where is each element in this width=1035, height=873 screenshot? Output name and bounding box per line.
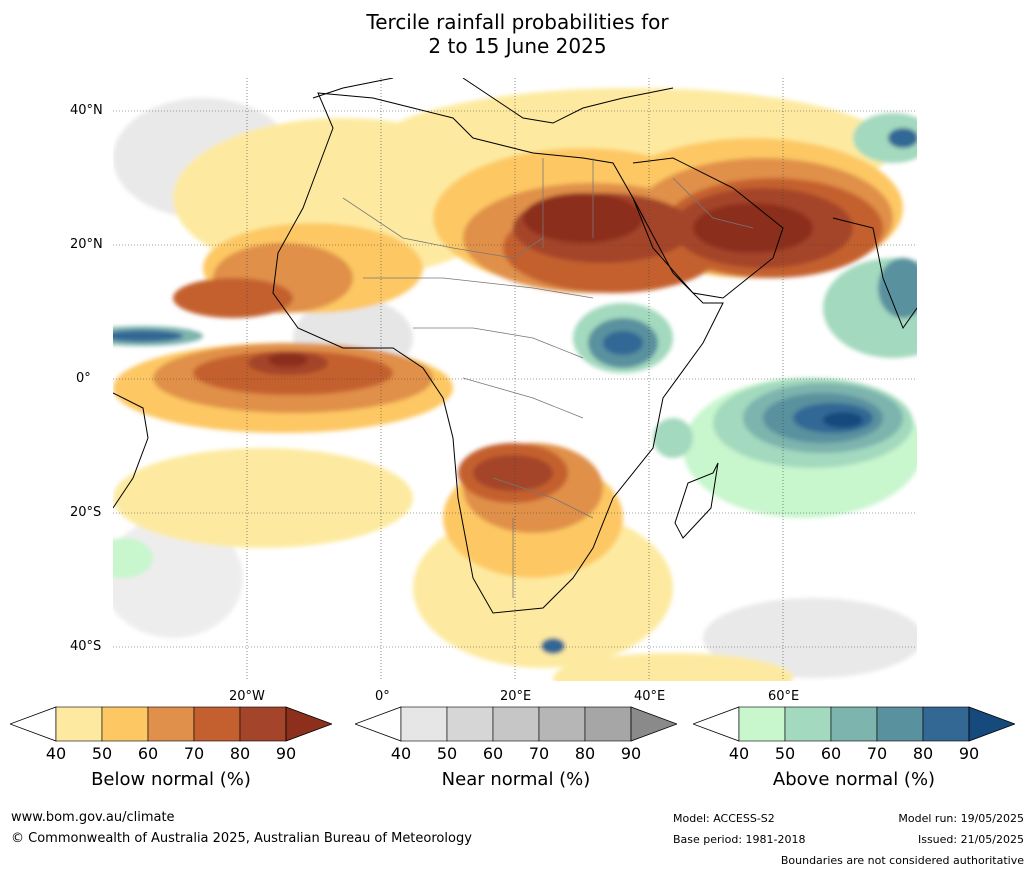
legend-tick-label: 40: [390, 744, 412, 763]
lat-label-20n: 20°N: [70, 237, 103, 252]
legend-color-box: [584, 706, 632, 742]
legend-color-box: [830, 706, 878, 742]
legend-color-box: [239, 706, 287, 742]
legend-tick-label: 90: [275, 744, 297, 763]
legend-extend-low-triangle: [10, 706, 57, 742]
legend-color-box: [147, 706, 195, 742]
legend-extend-high-triangle: [630, 706, 677, 742]
legend-color-box: [101, 706, 149, 742]
lat-label-40n: 40°N: [70, 103, 103, 118]
legend-extend-high-triangle: [968, 706, 1015, 742]
base-period-text: Base period: 1981-2018: [673, 833, 806, 846]
map-title-line-1: Tercile rainfall probabilities for: [366, 10, 669, 34]
legend-tick-label: 70: [183, 744, 205, 763]
legend-color-box: [55, 706, 103, 742]
legend-tick-label: 40: [45, 744, 67, 763]
india-coastline: [832, 217, 917, 330]
lon-label-40e: 40°E: [634, 689, 666, 704]
legend-color-box: [492, 706, 540, 742]
country-borders: [342, 158, 754, 598]
lat-label-40s: 40°S: [70, 639, 102, 654]
legend-tick-label: 60: [482, 744, 504, 763]
legend-extend-low-triangle: [355, 706, 402, 742]
lon-label-0: 0°: [375, 689, 390, 704]
legend-tick-label: 60: [820, 744, 842, 763]
legend-color-box: [876, 706, 924, 742]
legend-color-box: [538, 706, 586, 742]
legend-below-normal-colorbar: [10, 706, 332, 742]
lon-label-20w: 20°W: [229, 689, 265, 704]
lat-label-20s: 20°S: [70, 505, 102, 520]
legend-tick-label: 70: [528, 744, 550, 763]
legend-extend-high-triangle: [285, 706, 332, 742]
map-title-line-2: 2 to 15 June 2025: [428, 34, 607, 58]
legend-color-box: [446, 706, 494, 742]
legend-title: Below normal (%): [91, 769, 251, 790]
legend-color-box: [784, 706, 832, 742]
legend-tick-label: 70: [866, 744, 888, 763]
madagascar-coastline: [674, 462, 719, 539]
model-run-text: Model run: 19/05/2025: [898, 812, 1024, 825]
legend-tick-label: 80: [229, 744, 251, 763]
legend-above-normal-colorbar: [693, 706, 1015, 742]
legend-near-normal-colorbar: [355, 706, 677, 742]
legend-tick-label: 80: [574, 744, 596, 763]
legend-tick-label: 80: [912, 744, 934, 763]
arabia-coastline: [632, 157, 784, 299]
probability-field: [113, 88, 917, 681]
legend-color-box: [400, 706, 448, 742]
africa-coastline: [272, 92, 724, 614]
legend-tick-label: 50: [436, 744, 458, 763]
legend-tick-label: 90: [620, 744, 642, 763]
rainfall-probability-map: [113, 78, 917, 681]
legend-color-box: [738, 706, 786, 742]
issued-text: Issued: 21/05/2025: [917, 833, 1024, 846]
legend-tick-label: 40: [728, 744, 750, 763]
website-link[interactable]: www.bom.gov.au/climate: [11, 810, 175, 825]
lon-label-20e: 20°E: [500, 689, 532, 704]
legend-tick-label: 90: [958, 744, 980, 763]
disclaimer-text: Boundaries are not considered authoritat…: [780, 854, 1024, 867]
brazil-coastline: [113, 392, 149, 509]
lon-label-60e: 60°E: [768, 689, 800, 704]
lat-label-equator: 0°: [76, 371, 91, 386]
legend-extend-low-triangle: [693, 706, 740, 742]
model-text: Model: ACCESS-S2: [673, 812, 775, 825]
europe-coastline: [312, 78, 674, 124]
legend-tick-label: 60: [137, 744, 159, 763]
copyright-text: © Commonwealth of Australia 2025, Austra…: [11, 831, 472, 846]
coastlines: [113, 78, 917, 614]
legend-title: Near normal (%): [441, 769, 591, 790]
legend-tick-label: 50: [774, 744, 796, 763]
legend-title: Above normal (%): [772, 769, 936, 790]
legend-color-box: [193, 706, 241, 742]
graticule: [113, 78, 917, 681]
legend-color-box: [922, 706, 970, 742]
legend-tick-label: 50: [91, 744, 113, 763]
